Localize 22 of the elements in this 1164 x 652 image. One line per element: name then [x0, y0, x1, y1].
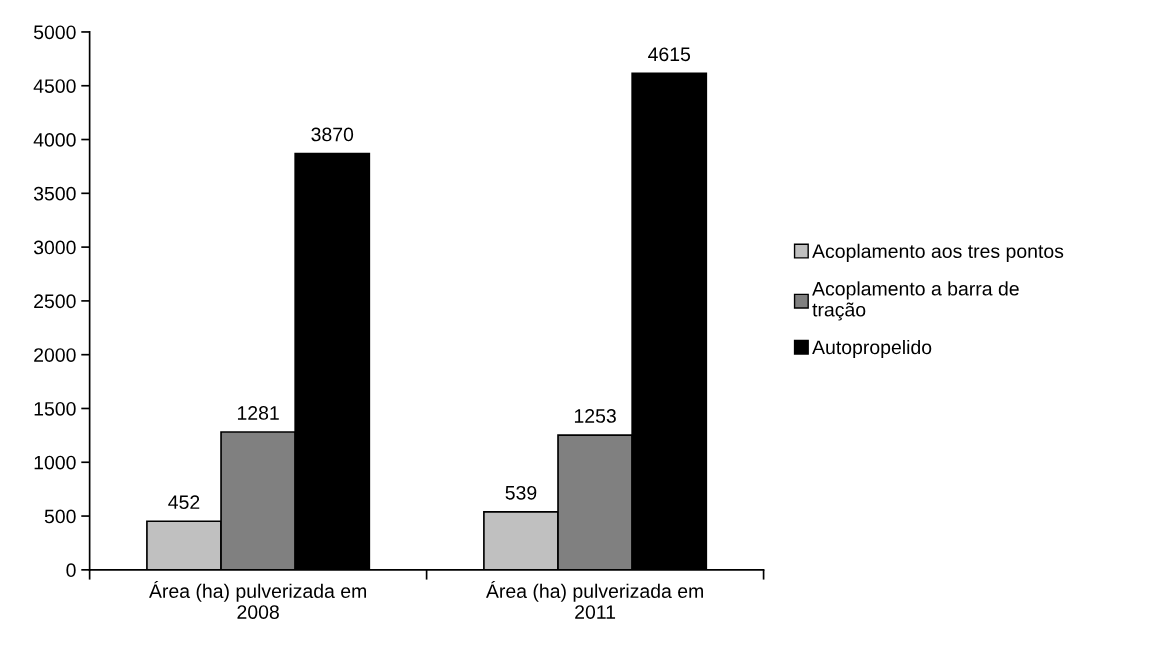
data-label: 3870 — [311, 127, 354, 142]
x-tick-label: Área (ha) pulverizada em 2011 — [485, 580, 703, 619]
data-label: 452 — [168, 495, 200, 510]
data-label: 1253 — [574, 409, 616, 423]
y-tick-label: 4500 — [33, 79, 76, 93]
y-tick-label: 1000 — [34, 455, 76, 470]
y-tick-label: 2000 — [34, 348, 76, 362]
y-tick-label: 1500 — [34, 401, 76, 416]
y-tick-label: 2500 — [34, 294, 76, 309]
y-tick-label: 500 — [44, 509, 76, 524]
y-tick-label: 5000 — [33, 25, 76, 40]
y-tick-label: 0 — [66, 563, 76, 578]
y-tick-label: 4000 — [33, 133, 76, 147]
x-tick-label: Área (ha) pulverizada em 2008 — [149, 580, 366, 619]
legend-label: Autopropelido — [812, 339, 932, 359]
data-label: 1281 — [237, 406, 279, 420]
data-label: 539 — [505, 485, 537, 500]
y-tick-label: 3000 — [33, 240, 76, 255]
data-label: 4615 — [648, 47, 691, 62]
y-tick-label: 3500 — [33, 186, 76, 201]
legend-label: Acoplamento a barra de tração — [812, 281, 1019, 321]
legend-label: Acoplamento aos tres pontos — [812, 243, 1064, 262]
